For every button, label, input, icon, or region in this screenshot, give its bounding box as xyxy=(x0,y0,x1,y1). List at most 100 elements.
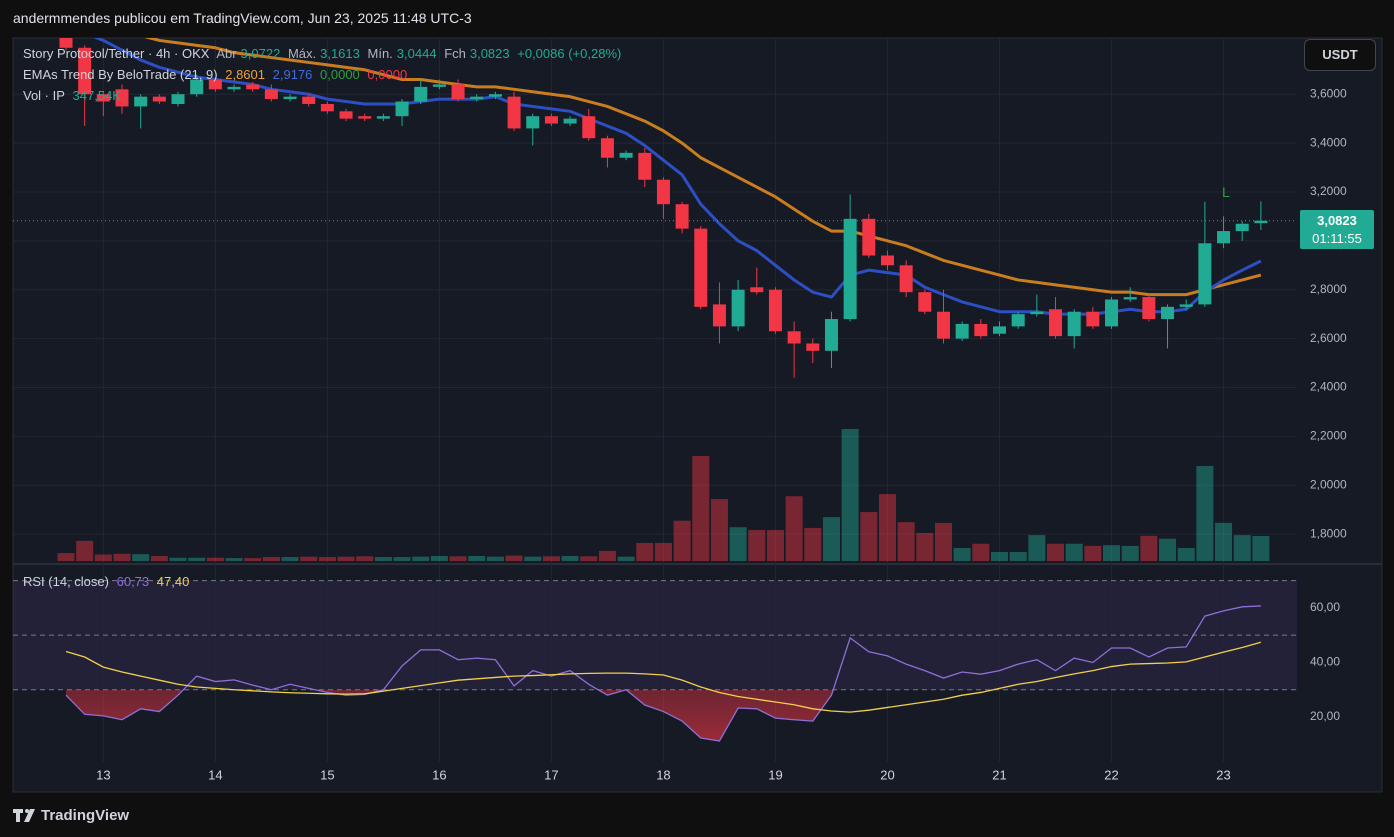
candle-body xyxy=(1198,243,1212,305)
volume-bar xyxy=(673,520,691,561)
legend-value: 3,0444 xyxy=(396,46,437,61)
candle-body xyxy=(880,255,894,266)
candle-body xyxy=(544,116,558,124)
countdown: 01:11:55 xyxy=(1312,231,1362,246)
volume-bar xyxy=(206,557,224,561)
footer-brand: TradingView xyxy=(41,807,129,824)
candle-body xyxy=(731,289,745,327)
rsi-line xyxy=(65,605,1261,742)
rsi-legend: RSI (14, close) 60,73 47,40 xyxy=(23,574,193,589)
y-tick-label: 3,6000 xyxy=(1310,86,1347,100)
volume-row: Vol · IP 347,54K xyxy=(23,88,125,103)
candle-body xyxy=(526,116,540,129)
legend-change: +0,0086 (+0,28%) xyxy=(517,46,622,61)
candle-body xyxy=(432,84,446,87)
y-tick-label: 3,2000 xyxy=(1310,184,1347,198)
candle-body xyxy=(1254,220,1268,224)
candle-body xyxy=(563,118,577,124)
candle-body xyxy=(824,319,838,351)
volume-bar xyxy=(860,512,878,561)
volume-bar xyxy=(188,557,206,561)
candle-body xyxy=(1030,311,1044,315)
candle-body xyxy=(507,96,521,129)
candle-body xyxy=(470,96,484,100)
volume-bar xyxy=(748,530,766,561)
x-tick-label: 16 xyxy=(432,767,446,782)
x-tick-label: 18 xyxy=(656,767,670,782)
legend-value: 3,0722 xyxy=(240,46,281,61)
volume-bar xyxy=(225,558,243,561)
candle-body xyxy=(918,292,932,312)
x-tick-label: 23 xyxy=(1216,767,1230,782)
volume-bar xyxy=(1047,543,1065,561)
rsi-tick-label: 60,00 xyxy=(1310,600,1340,614)
candle-body xyxy=(302,96,316,104)
volume-bar xyxy=(1233,535,1251,561)
legend-key: Abr xyxy=(216,46,237,61)
candle-body xyxy=(451,84,465,100)
candle-body xyxy=(395,101,409,117)
candle-body xyxy=(171,94,185,104)
volume-bar xyxy=(822,517,840,561)
candle-body xyxy=(414,86,428,102)
rsi xyxy=(13,580,1297,742)
volume-bar xyxy=(1215,522,1233,561)
volume-bar xyxy=(636,543,654,561)
volume-name: Vol · IP xyxy=(23,88,65,103)
x-tick-label: 15 xyxy=(320,767,334,782)
y-tick-label: 1,8000 xyxy=(1310,526,1347,540)
candle-body xyxy=(768,289,782,332)
volume-bar xyxy=(1028,535,1046,561)
volume-bar xyxy=(1196,466,1214,561)
volume-bar xyxy=(76,540,94,561)
ema-line xyxy=(144,38,1262,297)
volume-bar xyxy=(916,532,934,561)
volume-bar xyxy=(318,557,336,561)
candle-body xyxy=(1123,297,1137,300)
rsi-line xyxy=(65,641,1262,713)
volume-bar xyxy=(337,556,355,561)
candle-body xyxy=(993,326,1006,334)
candle-body xyxy=(115,89,129,107)
candle-body xyxy=(1142,297,1156,320)
candle-body xyxy=(638,152,652,180)
candle-body xyxy=(134,96,148,107)
volume-bar xyxy=(57,553,75,561)
legend-key: Mín. xyxy=(367,46,393,61)
candle-body xyxy=(227,86,241,90)
candle-body xyxy=(1105,299,1119,327)
volume-bar xyxy=(897,522,915,561)
candle-body xyxy=(208,79,222,90)
volume-bar xyxy=(729,527,747,561)
candle-body xyxy=(264,89,278,100)
rsi-name: RSI (14, close) xyxy=(23,574,109,589)
volume-bar xyxy=(113,553,131,561)
volume-value: 347,54K xyxy=(72,88,121,103)
candle-body xyxy=(862,218,876,256)
volume-bar xyxy=(766,530,784,561)
volume-bar xyxy=(1084,545,1102,561)
publisher: andermmendes publicou em TradingView.com… xyxy=(13,10,472,26)
rsi-value: 60,73 xyxy=(116,574,150,589)
candle-body xyxy=(358,116,372,119)
candle-body xyxy=(1049,309,1063,337)
symbol: Story Protocol/Tether · 4h · OKX xyxy=(23,46,210,61)
candles xyxy=(59,38,1268,378)
candle-body xyxy=(1179,304,1193,307)
candle-body xyxy=(675,204,689,229)
volume-bar xyxy=(169,557,187,561)
x-tick-label: 20 xyxy=(880,767,894,782)
axes: 1,80002,00002,20002,40002,60002,80003,00… xyxy=(96,86,1347,782)
currency-button[interactable]: USDT xyxy=(1304,39,1376,71)
candle-body xyxy=(712,304,726,327)
indicator-name: EMAs Trend By BeloTrade (21, 9) xyxy=(23,67,218,82)
volume-bar xyxy=(785,496,803,561)
candle-body xyxy=(600,138,614,158)
candle-body xyxy=(787,331,801,344)
y-tick-label: 2,6000 xyxy=(1310,331,1347,345)
candle-body xyxy=(96,94,110,102)
volume-bar xyxy=(878,494,896,561)
volume-bar xyxy=(1159,538,1177,561)
x-tick-label: 13 xyxy=(96,767,110,782)
